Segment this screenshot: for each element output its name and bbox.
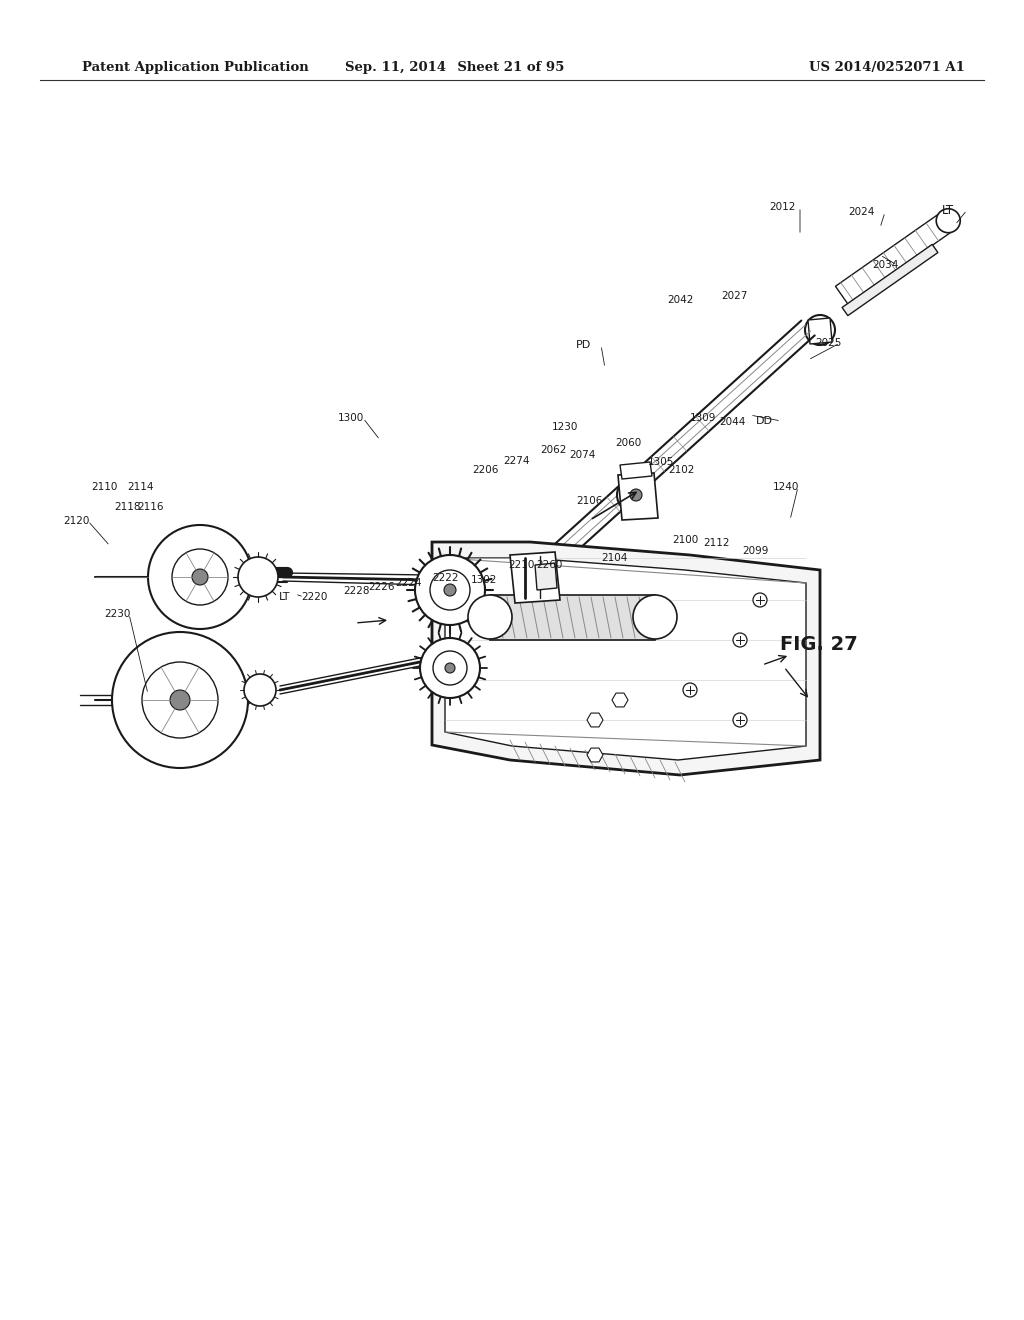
Polygon shape: [587, 748, 603, 762]
Text: 2025: 2025: [815, 338, 842, 348]
Text: US 2014/0252071 A1: US 2014/0252071 A1: [809, 62, 965, 74]
Text: 2210: 2210: [508, 560, 535, 570]
Text: 1305: 1305: [648, 457, 675, 467]
Text: 2102: 2102: [668, 465, 694, 475]
Text: 2260: 2260: [536, 560, 562, 570]
Polygon shape: [510, 552, 560, 603]
Polygon shape: [612, 693, 628, 708]
Polygon shape: [808, 318, 831, 345]
Text: 1302: 1302: [471, 576, 498, 585]
Text: PD: PD: [575, 341, 591, 350]
Text: 2116: 2116: [137, 502, 164, 512]
Circle shape: [112, 632, 248, 768]
Text: DD: DD: [756, 416, 773, 426]
Text: 2099: 2099: [742, 546, 768, 556]
Text: 2230: 2230: [104, 609, 130, 619]
Circle shape: [148, 525, 252, 630]
Text: FIG. 27: FIG. 27: [780, 635, 858, 655]
Text: Patent Application Publication: Patent Application Publication: [82, 62, 309, 74]
Text: 2112: 2112: [703, 539, 729, 548]
Text: 2222: 2222: [432, 573, 459, 583]
Text: 2027: 2027: [721, 290, 748, 301]
Circle shape: [753, 593, 767, 607]
Text: 2104: 2104: [601, 553, 628, 564]
Circle shape: [630, 488, 642, 502]
Polygon shape: [618, 473, 658, 520]
Circle shape: [617, 477, 653, 513]
Text: 2034: 2034: [872, 260, 898, 271]
Text: 2100: 2100: [672, 535, 698, 545]
Circle shape: [244, 675, 276, 706]
Text: Sep. 11, 2014  Sheet 21 of 95: Sep. 11, 2014 Sheet 21 of 95: [345, 62, 564, 74]
Circle shape: [445, 663, 455, 673]
Text: 1230: 1230: [552, 422, 579, 432]
Polygon shape: [432, 543, 820, 775]
Text: 2044: 2044: [719, 417, 745, 426]
Text: 2074: 2074: [569, 450, 595, 459]
Text: 2012: 2012: [769, 202, 796, 213]
Polygon shape: [490, 595, 655, 640]
Text: 1309: 1309: [690, 413, 717, 422]
Text: 2220: 2220: [301, 591, 328, 602]
Text: 2060: 2060: [615, 438, 641, 447]
Text: 2106: 2106: [575, 496, 602, 506]
Circle shape: [238, 557, 278, 597]
Text: 2226: 2226: [368, 582, 394, 591]
Text: LT: LT: [279, 591, 291, 602]
Circle shape: [170, 690, 190, 710]
Text: 2206: 2206: [472, 465, 499, 475]
Polygon shape: [445, 558, 806, 760]
Text: 2114: 2114: [127, 482, 154, 492]
Circle shape: [444, 583, 456, 597]
Text: 2120: 2120: [63, 516, 89, 525]
Text: 2024: 2024: [848, 207, 874, 216]
Polygon shape: [620, 462, 652, 479]
Text: 2042: 2042: [667, 294, 693, 305]
Text: 1300: 1300: [338, 413, 365, 422]
Polygon shape: [587, 713, 603, 727]
Circle shape: [193, 569, 208, 585]
Circle shape: [805, 315, 835, 345]
Circle shape: [683, 682, 697, 697]
Circle shape: [733, 634, 746, 647]
Circle shape: [468, 595, 512, 639]
Circle shape: [415, 554, 485, 624]
Circle shape: [936, 209, 961, 232]
Polygon shape: [842, 244, 938, 315]
Text: 2274: 2274: [503, 455, 529, 466]
Text: 2228: 2228: [343, 586, 370, 597]
Text: 1240: 1240: [773, 482, 800, 492]
Circle shape: [633, 595, 677, 639]
Circle shape: [420, 638, 480, 698]
Polygon shape: [535, 564, 557, 590]
Text: LT: LT: [942, 203, 954, 216]
Polygon shape: [836, 211, 954, 305]
Text: 2118: 2118: [114, 502, 140, 512]
Text: 2110: 2110: [91, 482, 118, 492]
Text: 2062: 2062: [540, 445, 566, 455]
Text: 2224: 2224: [395, 578, 422, 587]
Circle shape: [733, 713, 746, 727]
